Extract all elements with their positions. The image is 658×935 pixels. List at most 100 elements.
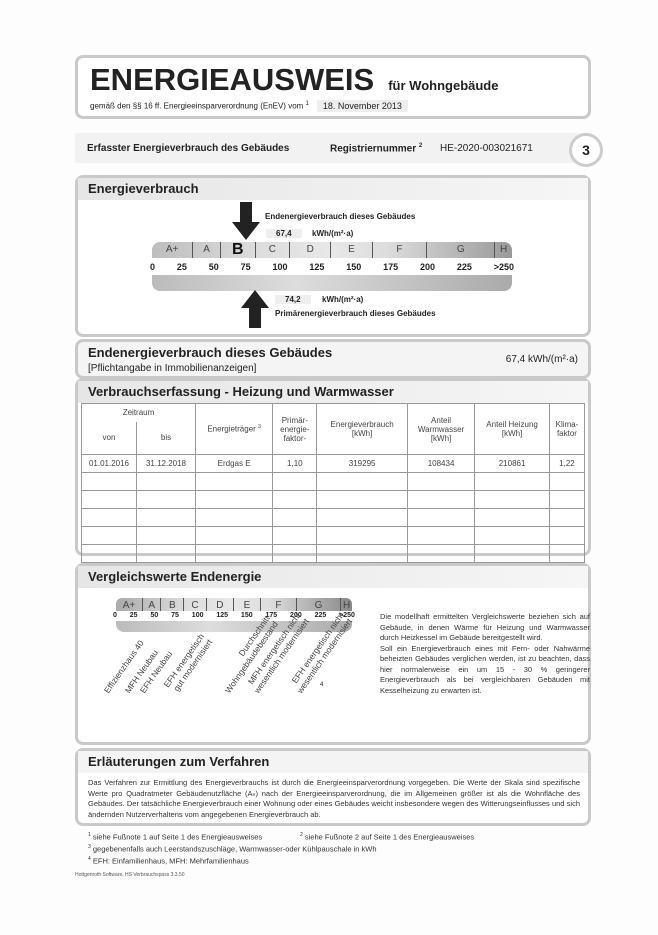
table-cell [81,508,137,527]
regulation: gemäß den §§ 16 ff. Energieeinsparverord… [90,101,309,111]
erlaeuterung-section: Erläuterungen zum Verfahren Das Verfahre… [75,748,591,826]
page-number-badge: 3 [569,133,603,167]
class-F: F [373,242,428,258]
table-cell [548,526,586,545]
table-cell [272,472,318,491]
tick-label: 100 [191,612,204,619]
section-title: Erläuterungen zum Verfahren [78,751,588,773]
table-cell [548,544,586,563]
section-title: Energieverbrauch [78,178,588,200]
table-cell: 108434 [406,454,476,473]
table-cell [272,508,318,527]
table-cell [136,490,196,509]
tick-label: 25 [176,262,187,272]
tick-label: 225 [456,262,472,272]
end-value: 67,4 [266,229,302,238]
class-A+: A+ [152,242,194,258]
table-row [81,508,586,527]
header-heizung: Anteil Heizung [kWh] [474,403,550,455]
class-A: A [143,598,162,611]
table-cell: Erdgas E [194,454,274,473]
table-cell [316,490,408,509]
table-cell: 210861 [474,454,550,473]
tick-label: 75 [240,262,251,272]
footnote-4: 4 EFH: Einfamilienhaus, MFH: Mehrfamilie… [88,856,249,866]
table-cell [316,544,408,563]
table-cell [406,490,476,509]
arrow-down-icon [232,202,260,240]
tick-label: 150 [346,262,362,272]
class-H: H [342,600,351,611]
subtitle: für Wohngebäude [388,78,499,93]
table-cell [136,544,196,563]
class-B: B [161,598,185,611]
header-zeitraum: Zeitraum [81,403,196,422]
class-D: D [290,242,332,258]
class-C: C [184,598,207,611]
tick-label: 125 [216,612,229,619]
table-cell: 1,22 [548,454,586,473]
tick-label: 0 [113,612,117,619]
endenergie-value: 67,4 kWh/(m²·a) [505,354,578,365]
class-E: E [331,242,373,258]
table-cell [474,490,550,509]
table-cell [194,472,274,491]
header-traeger: Energieträger 3 [194,403,274,455]
header-klima: Klima- faktor [548,403,586,455]
table-cell [406,544,476,563]
table-cell [474,544,550,563]
endenergie-title: Endenergieverbrauch dieses Gebäudes [88,345,333,360]
table-cell [406,508,476,527]
table-cell [136,526,196,545]
header-von: von [81,421,137,455]
tick-label: 150 [240,612,253,619]
table-cell [474,472,550,491]
vergleich-section: Vergleichswerte Endenergie [75,563,591,745]
title-row: ENERGIEAUSWEIS für Wohngebäude [90,62,498,98]
class-E: E [234,598,261,611]
endenergie-box: Endenergieverbrauch dieses Gebäudes [Pfl… [75,339,591,379]
class-G: G [427,242,496,258]
class-B: B [221,242,256,258]
table-row [81,472,586,491]
table-cell [474,526,550,545]
class-A: A [193,242,222,258]
table-cell [136,472,196,491]
tick-label: >250 [493,262,514,272]
tick-label: 100 [272,262,288,272]
comparison-scale: A+ A B C D E F G H [116,598,352,611]
table-cell: 01.01.2016 [81,454,137,473]
tick-label: 0 [150,262,156,272]
table-cell [81,490,137,509]
primary-label: Primärenergieverbrauch dieses Gebäudes [275,309,436,318]
comparison-note: Die modellhaft ermittelten Vergleichswer… [380,612,590,695]
primary-value: 74,2 [275,295,311,304]
energy-scale: A+ A B C D E F G H [152,242,512,258]
class-H: H [500,244,508,255]
regulation-row: gemäß den §§ 16 ff. Energieeinsparverord… [90,100,408,112]
title: ENERGIEAUSWEIS [90,62,375,97]
section-title: Vergleichswerte Endenergie [78,566,588,588]
endenergie-note: [Pflichtangabe in Immobilienanzeigen] [88,363,257,374]
table-row: 01.01.2016 31.12.2018 Erdgas E 1,10 319295 10… [81,454,586,473]
comparison-lower-bar [116,621,352,632]
footnote-3: 3 gegebenenfalls auch Leerstandszuschläg… [88,844,377,854]
arrow-up-icon [241,290,269,328]
tick-label: 50 [150,612,159,619]
scale-lower-bar [152,275,512,291]
table-cell: 319295 [316,454,408,473]
tick-label: 225 [314,612,327,619]
end-label: Endenergieverbrauch dieses Gebäudes [265,212,416,221]
table-cell [548,508,586,527]
tick-label: 125 [309,262,325,272]
table-cell [548,490,586,509]
table-row [81,526,586,545]
table-cell [272,544,318,563]
table-cell [81,526,137,545]
tick-label: 25 [129,612,138,619]
table-cell [194,544,274,563]
comparison-ticks: 0 25 50 75 100 125 150 175 200 225 >250 [113,612,355,619]
primary-unit: kWh/(m²·a) [322,295,364,304]
reg-number: HE-2020-003021671 [440,143,533,154]
table-cell [316,526,408,545]
